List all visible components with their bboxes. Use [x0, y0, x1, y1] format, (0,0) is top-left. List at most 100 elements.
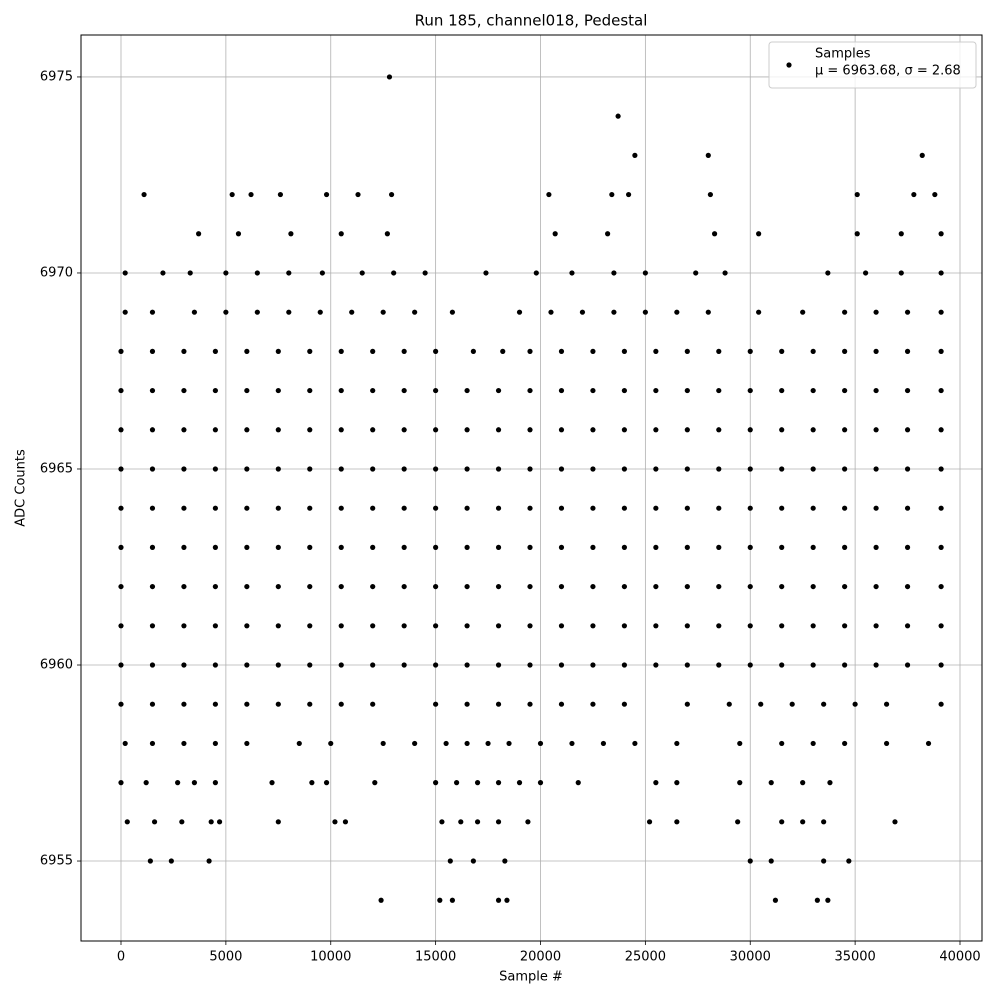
point [904, 427, 911, 433]
point [932, 191, 938, 198]
point [495, 427, 502, 433]
point [525, 819, 531, 825]
point [149, 505, 156, 511]
point [307, 623, 313, 629]
point [118, 427, 124, 433]
point [338, 623, 344, 629]
point [338, 427, 344, 433]
point [590, 544, 596, 550]
point [705, 152, 711, 158]
point [653, 427, 659, 433]
point [386, 74, 393, 80]
point [470, 858, 476, 864]
point [118, 466, 124, 472]
point [401, 505, 407, 511]
point [401, 544, 407, 550]
point [527, 544, 533, 550]
point [938, 270, 944, 276]
point [716, 662, 722, 668]
point [546, 191, 552, 198]
point [388, 191, 395, 198]
point [378, 897, 384, 903]
point [275, 701, 281, 707]
point [810, 583, 816, 590]
point [810, 348, 816, 354]
points [118, 74, 944, 903]
point [118, 780, 124, 786]
point [495, 466, 502, 472]
point [143, 780, 149, 786]
point [223, 270, 229, 276]
x-axis-label: Sample # [499, 970, 563, 985]
point [779, 427, 785, 433]
point [810, 505, 816, 511]
point [277, 191, 284, 198]
point [904, 583, 911, 590]
point [453, 780, 460, 786]
point [412, 309, 418, 315]
point [779, 348, 785, 354]
point [684, 662, 690, 668]
point [779, 583, 785, 590]
point [275, 623, 281, 629]
point [191, 780, 198, 786]
point [338, 387, 344, 394]
x-tick-label: 15000 [415, 950, 456, 965]
point [244, 466, 250, 472]
point [938, 505, 944, 511]
point [149, 701, 156, 707]
point [187, 270, 193, 276]
point [516, 309, 523, 315]
point [842, 740, 848, 747]
point [810, 427, 816, 433]
point [244, 387, 250, 394]
point [307, 387, 313, 394]
point [653, 387, 659, 394]
point [309, 780, 315, 786]
point [307, 348, 313, 354]
point [747, 623, 753, 629]
point [590, 387, 596, 394]
point [621, 662, 627, 668]
point [642, 309, 648, 315]
point [433, 701, 439, 707]
point [938, 387, 944, 394]
point [726, 701, 732, 707]
point [846, 858, 852, 864]
point [208, 819, 214, 825]
point [653, 780, 659, 786]
point [502, 858, 508, 864]
point [464, 427, 470, 433]
point [181, 466, 187, 472]
plot-frame [80, 34, 983, 942]
point [483, 270, 489, 276]
point [684, 701, 690, 707]
point [653, 623, 659, 629]
point [206, 858, 212, 864]
point [212, 623, 218, 629]
point [693, 270, 699, 276]
point [495, 897, 502, 903]
point [458, 819, 464, 825]
point [938, 701, 944, 707]
point [938, 466, 944, 472]
point [938, 309, 944, 315]
point [380, 740, 386, 747]
point [275, 583, 281, 590]
point [495, 505, 502, 511]
point [558, 544, 565, 550]
point [674, 740, 680, 747]
point [149, 466, 156, 472]
point [149, 348, 156, 354]
point [495, 544, 502, 550]
point [323, 191, 330, 198]
point [873, 544, 879, 550]
point [747, 387, 753, 394]
point [391, 270, 397, 276]
point [370, 466, 376, 472]
point [181, 544, 187, 550]
point [495, 780, 502, 786]
point [470, 348, 476, 354]
point [149, 623, 156, 629]
point [842, 583, 848, 590]
